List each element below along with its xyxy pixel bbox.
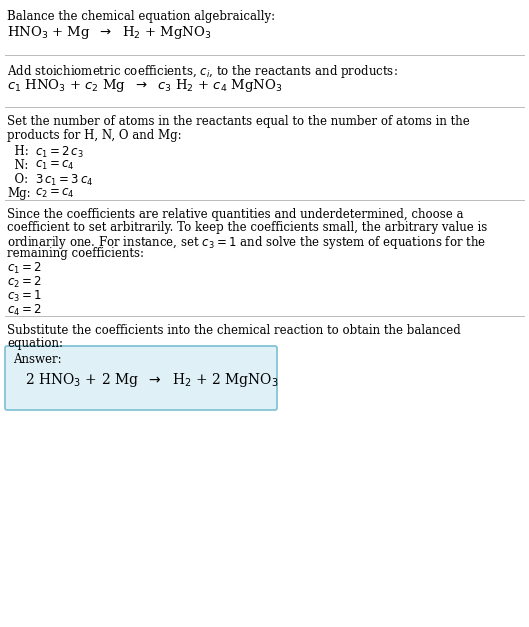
Text: products for H, N, O and Mg:: products for H, N, O and Mg: [7, 129, 181, 142]
Text: $c_3 = 1$: $c_3 = 1$ [7, 289, 42, 304]
Text: coefficient to set arbitrarily. To keep the coefficients small, the arbitrary va: coefficient to set arbitrarily. To keep … [7, 221, 487, 234]
Text: Set the number of atoms in the reactants equal to the number of atoms in the: Set the number of atoms in the reactants… [7, 115, 470, 128]
Text: Add stoichiometric coefficients, $c_i$, to the reactants and products:: Add stoichiometric coefficients, $c_i$, … [7, 63, 398, 80]
Text: Balance the chemical equation algebraically:: Balance the chemical equation algebraica… [7, 10, 275, 23]
Text: H:: H: [7, 145, 29, 158]
Text: $c_1 = 2$: $c_1 = 2$ [7, 261, 42, 276]
Text: $c_2 = c_4$: $c_2 = c_4$ [35, 187, 75, 200]
Text: HNO$_3$ + Mg  $\rightarrow$  H$_2$ + MgNO$_3$: HNO$_3$ + Mg $\rightarrow$ H$_2$ + MgNO$… [7, 24, 211, 41]
Text: O:: O: [7, 173, 28, 186]
Text: $3\,c_1 = 3\,c_4$: $3\,c_1 = 3\,c_4$ [35, 173, 94, 188]
Text: Answer:: Answer: [13, 353, 61, 366]
Text: $c_1$ HNO$_3$ + $c_2$ Mg  $\rightarrow$  $c_3$ H$_2$ + $c_4$ MgNO$_3$: $c_1$ HNO$_3$ + $c_2$ Mg $\rightarrow$ $… [7, 77, 282, 94]
Text: remaining coefficients:: remaining coefficients: [7, 247, 144, 260]
Text: Mg:: Mg: [7, 187, 31, 200]
Text: ordinarily one. For instance, set $c_3 = 1$ and solve the system of equations fo: ordinarily one. For instance, set $c_3 =… [7, 234, 486, 251]
Text: equation:: equation: [7, 337, 63, 350]
Text: Since the coefficients are relative quantities and underdetermined, choose a: Since the coefficients are relative quan… [7, 208, 463, 221]
Text: $c_1 = 2\,c_3$: $c_1 = 2\,c_3$ [35, 145, 84, 160]
Text: $c_2 = 2$: $c_2 = 2$ [7, 275, 42, 290]
Text: $c_1 = c_4$: $c_1 = c_4$ [35, 159, 75, 172]
Text: $c_4 = 2$: $c_4 = 2$ [7, 303, 42, 318]
FancyBboxPatch shape [5, 346, 277, 410]
Text: Substitute the coefficients into the chemical reaction to obtain the balanced: Substitute the coefficients into the che… [7, 324, 461, 337]
Text: 2 HNO$_3$ + 2 Mg  $\rightarrow$  H$_2$ + 2 MgNO$_3$: 2 HNO$_3$ + 2 Mg $\rightarrow$ H$_2$ + 2… [25, 371, 279, 389]
Text: N:: N: [7, 159, 29, 172]
